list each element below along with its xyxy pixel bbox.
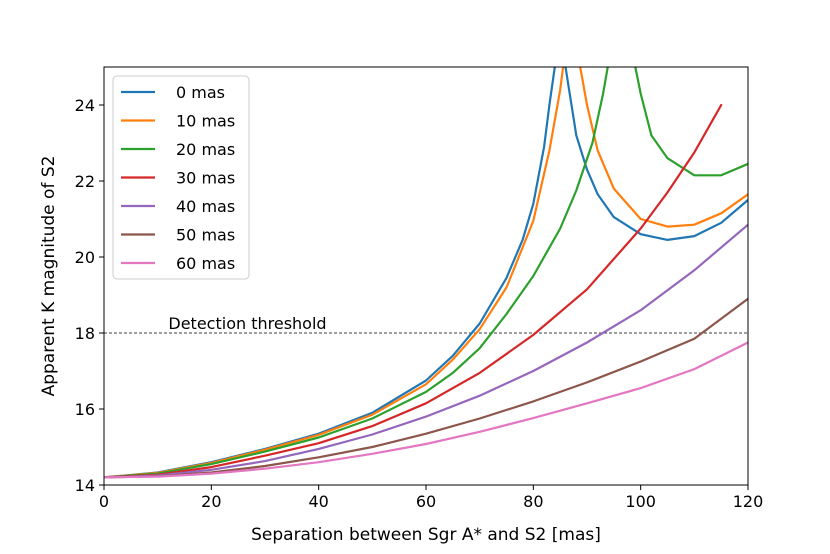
y-tick-label: 16: [75, 400, 95, 419]
legend-label-4: 40 mas: [176, 197, 235, 216]
series-line-1: [104, 67, 748, 479]
y-tick-label: 20: [75, 248, 95, 267]
legend-label-1: 10 mas: [176, 112, 235, 131]
series-layer: [104, 67, 748, 479]
threshold-label: Detection threshold: [168, 314, 326, 333]
x-tick-label: 20: [201, 492, 221, 511]
series-line-3: [104, 103, 723, 479]
legend-label-5: 50 mas: [176, 226, 235, 245]
x-tick-label: 80: [523, 492, 543, 511]
x-tick-label: 60: [416, 492, 436, 511]
x-tick-label: 0: [99, 492, 109, 511]
series-line-2: [104, 67, 748, 479]
x-axis-label: Separation between Sgr A* and S2 [mas]: [251, 525, 601, 545]
x-tick-label: 120: [733, 492, 764, 511]
series-line-0: [104, 67, 748, 479]
x-tick-label: 40: [308, 492, 328, 511]
y-tick-label: 22: [75, 172, 95, 191]
y-tick-label: 24: [75, 96, 95, 115]
series-line-6: [104, 341, 748, 479]
legend: 0 mas 10 mas 20 mas 30 mas 40 mas 50 mas 60 ma…: [112, 75, 250, 280]
legend-label-3: 30 mas: [176, 169, 235, 188]
ticks-layer: 0 20 40 60 80 100 120 14 16 18 20 22 24: [75, 96, 764, 511]
x-tick-label: 100: [625, 492, 656, 511]
legend-box: [112, 75, 250, 280]
legend-label-2: 20 mas: [176, 140, 235, 159]
series-line-4: [104, 223, 748, 479]
y-tick-label: 18: [75, 324, 95, 343]
threshold-layer: Detection threshold: [104, 314, 748, 334]
y-tick-label: 14: [75, 476, 95, 495]
y-axis-label: Apparent K magnitude of S2: [39, 156, 59, 397]
legend-label-6: 60 mas: [176, 254, 235, 273]
legend-label-0: 0 mas: [176, 83, 225, 102]
